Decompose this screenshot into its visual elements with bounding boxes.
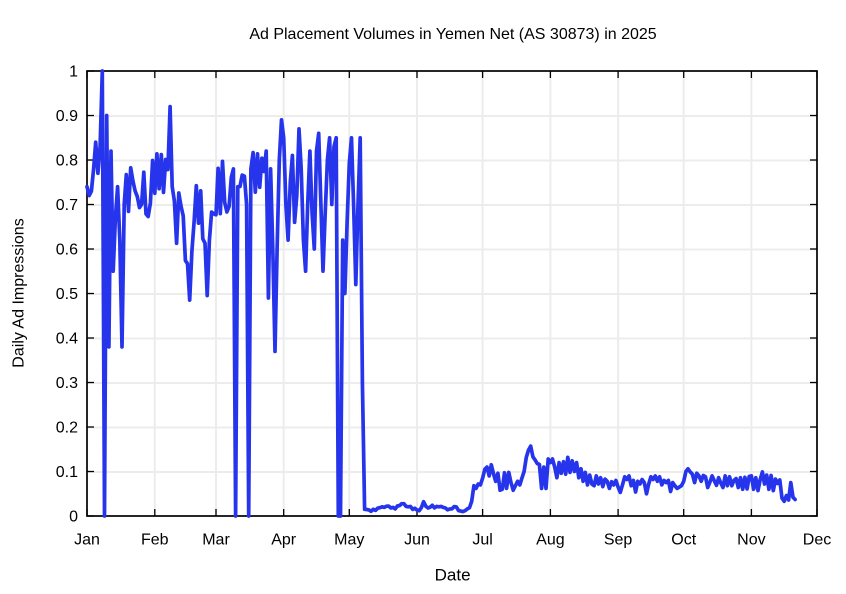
svg-text:Daily Ad Impressions: Daily Ad Impressions xyxy=(11,218,28,367)
svg-text:May: May xyxy=(334,532,364,549)
svg-text:0.6: 0.6 xyxy=(56,242,78,259)
svg-text:1: 1 xyxy=(69,64,78,81)
svg-text:0.8: 0.8 xyxy=(56,153,78,170)
svg-text:0.5: 0.5 xyxy=(56,286,78,303)
svg-text:0.2: 0.2 xyxy=(56,420,78,437)
svg-text:Feb: Feb xyxy=(141,532,169,549)
svg-text:0.9: 0.9 xyxy=(56,108,78,125)
svg-text:Date: Date xyxy=(435,566,471,585)
svg-text:Jul: Jul xyxy=(472,532,492,549)
svg-text:0: 0 xyxy=(69,509,78,526)
svg-text:Oct: Oct xyxy=(671,532,696,549)
svg-text:Aug: Aug xyxy=(536,532,564,549)
svg-text:0.4: 0.4 xyxy=(56,331,78,348)
svg-text:0.1: 0.1 xyxy=(56,464,78,481)
svg-text:Jan: Jan xyxy=(74,532,100,549)
svg-text:Sep: Sep xyxy=(604,532,633,549)
svg-text:Ad Placement Volumes in Yemen: Ad Placement Volumes in Yemen Net (AS 30… xyxy=(249,26,656,43)
svg-text:Jun: Jun xyxy=(404,532,430,549)
svg-text:0.3: 0.3 xyxy=(56,375,78,392)
svg-text:0.7: 0.7 xyxy=(56,197,78,214)
svg-text:Dec: Dec xyxy=(803,532,831,549)
svg-text:Apr: Apr xyxy=(271,532,297,549)
svg-text:Mar: Mar xyxy=(202,532,230,549)
svg-text:Nov: Nov xyxy=(737,532,765,549)
